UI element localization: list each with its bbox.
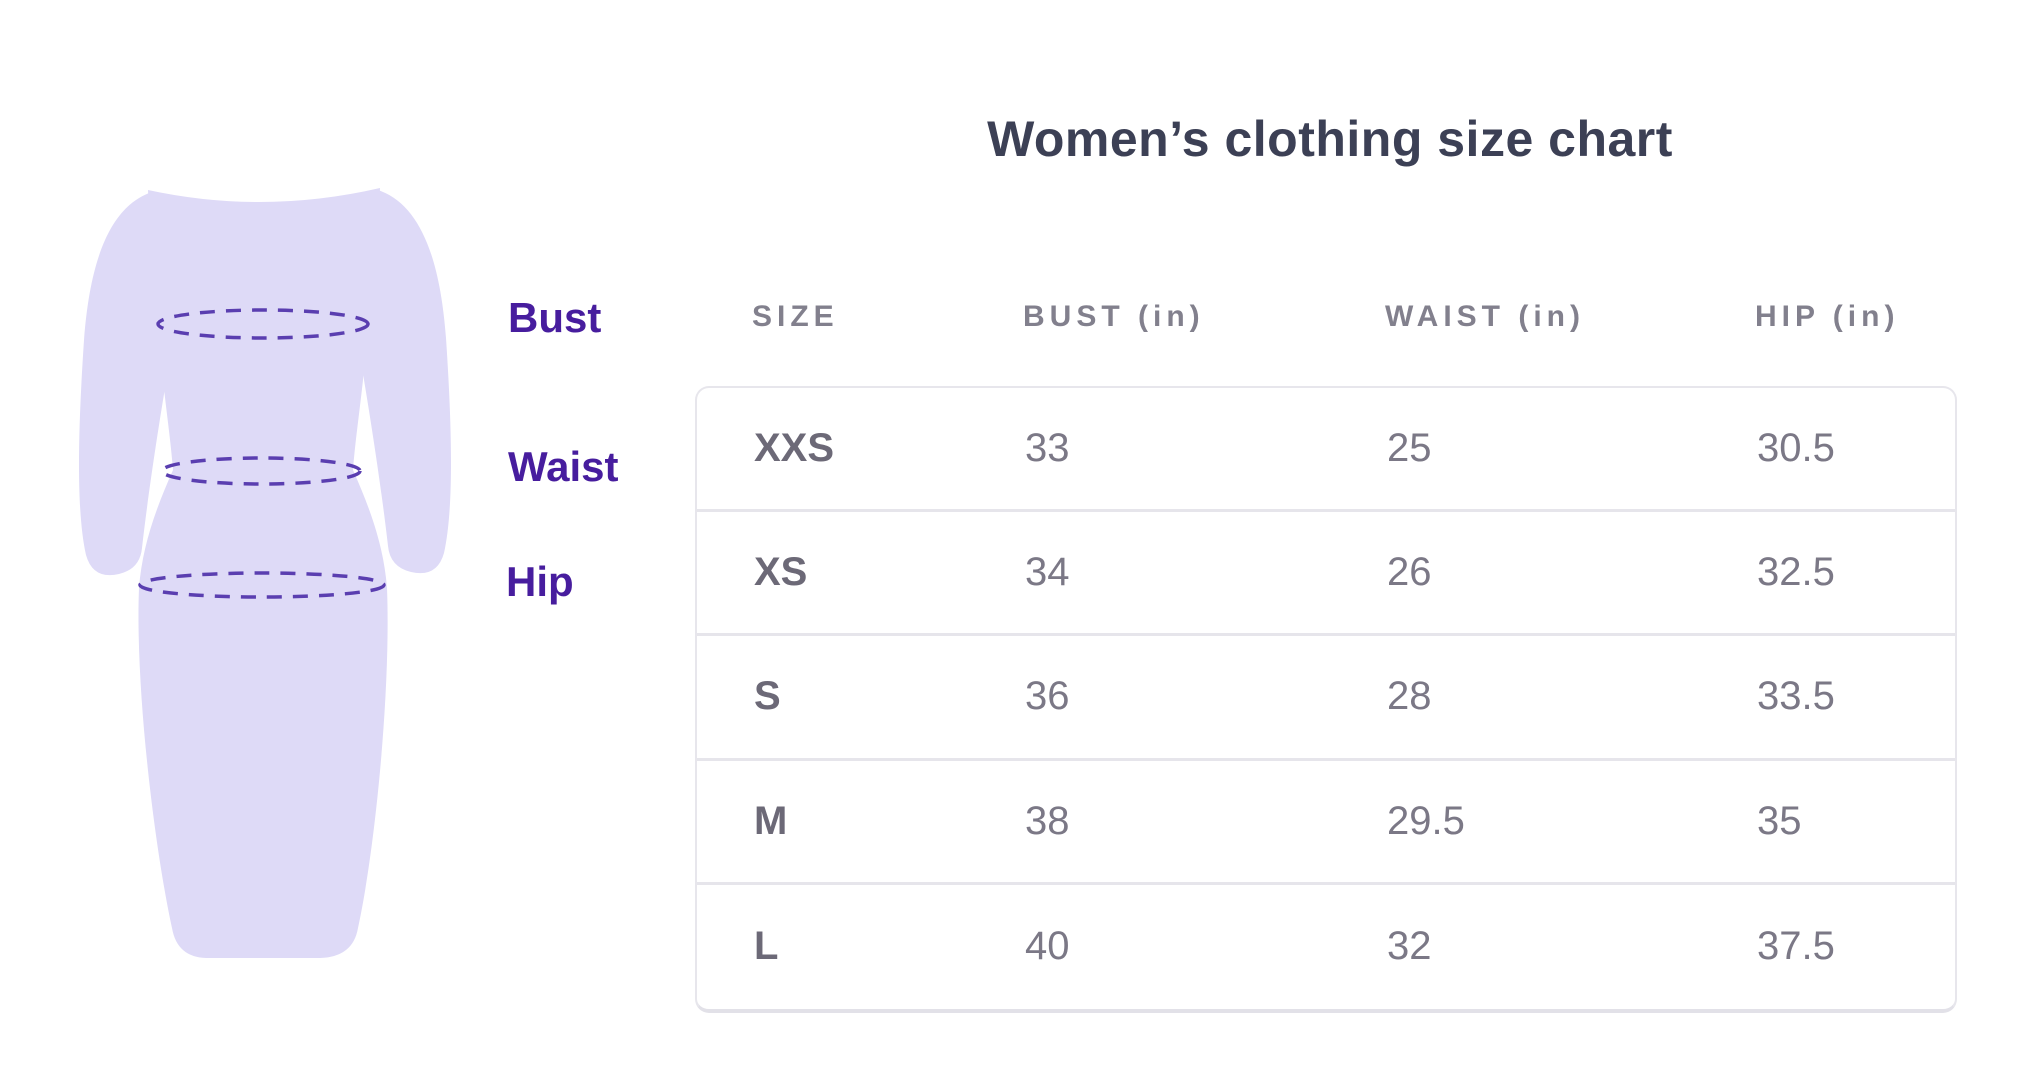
cell-waist: 26 [1387, 550, 1432, 595]
cell-hip: 37.5 [1757, 924, 1835, 969]
cell-hip: 33.5 [1757, 674, 1835, 719]
table-header-row: SIZE BUST (in) WAIST (in) HIP (in) [695, 292, 1957, 342]
cell-waist: 32 [1387, 924, 1432, 969]
cell-waist: 25 [1387, 426, 1432, 471]
cell-hip: 32.5 [1757, 550, 1835, 595]
table-row: L 40 32 37.5 [697, 885, 1955, 1009]
waist-measure-ellipse [160, 456, 362, 486]
bust-label: Bust [508, 294, 602, 341]
bust-measure-ellipse [156, 308, 370, 340]
cell-hip: 35 [1757, 798, 1802, 843]
table-row: XS 34 26 32.5 [697, 512, 1955, 637]
table-row: M 38 29.5 35 [697, 761, 1955, 885]
size-table: XXS 33 25 30.5 XS 34 26 32.5 S 36 28 33.… [695, 386, 1957, 1013]
table-row: XXS 33 25 30.5 [697, 388, 1955, 513]
cell-hip: 30.5 [1757, 426, 1835, 471]
hip-label: Hip [506, 558, 574, 605]
dress-right-sleeve-shape [362, 190, 451, 574]
table-row: S 36 28 33.5 [697, 636, 1955, 761]
dress-left-sleeve-shape [79, 192, 168, 576]
cell-bust: 40 [1025, 924, 1070, 969]
cell-bust: 33 [1025, 426, 1070, 471]
cell-waist: 29.5 [1387, 798, 1465, 843]
cell-size: XS [754, 550, 808, 595]
column-header-hip: HIP (in) [1755, 300, 1900, 333]
cell-waist: 28 [1387, 674, 1432, 719]
column-header-waist: WAIST (in) [1385, 300, 1585, 333]
page-title: Women’s clothing size chart [987, 111, 1673, 167]
column-header-bust: BUST (in) [1023, 300, 1205, 333]
cell-size: M [754, 798, 788, 843]
cell-bust: 38 [1025, 798, 1070, 843]
cell-bust: 34 [1025, 550, 1070, 595]
cell-size: L [754, 924, 779, 969]
cell-size: S [754, 674, 781, 719]
cell-size: XXS [754, 426, 835, 471]
column-header-size: SIZE [752, 300, 839, 333]
waist-label: Waist [508, 443, 619, 490]
cell-bust: 36 [1025, 674, 1070, 719]
dress-illustration [79, 188, 451, 958]
hip-measure-ellipse [138, 571, 386, 599]
